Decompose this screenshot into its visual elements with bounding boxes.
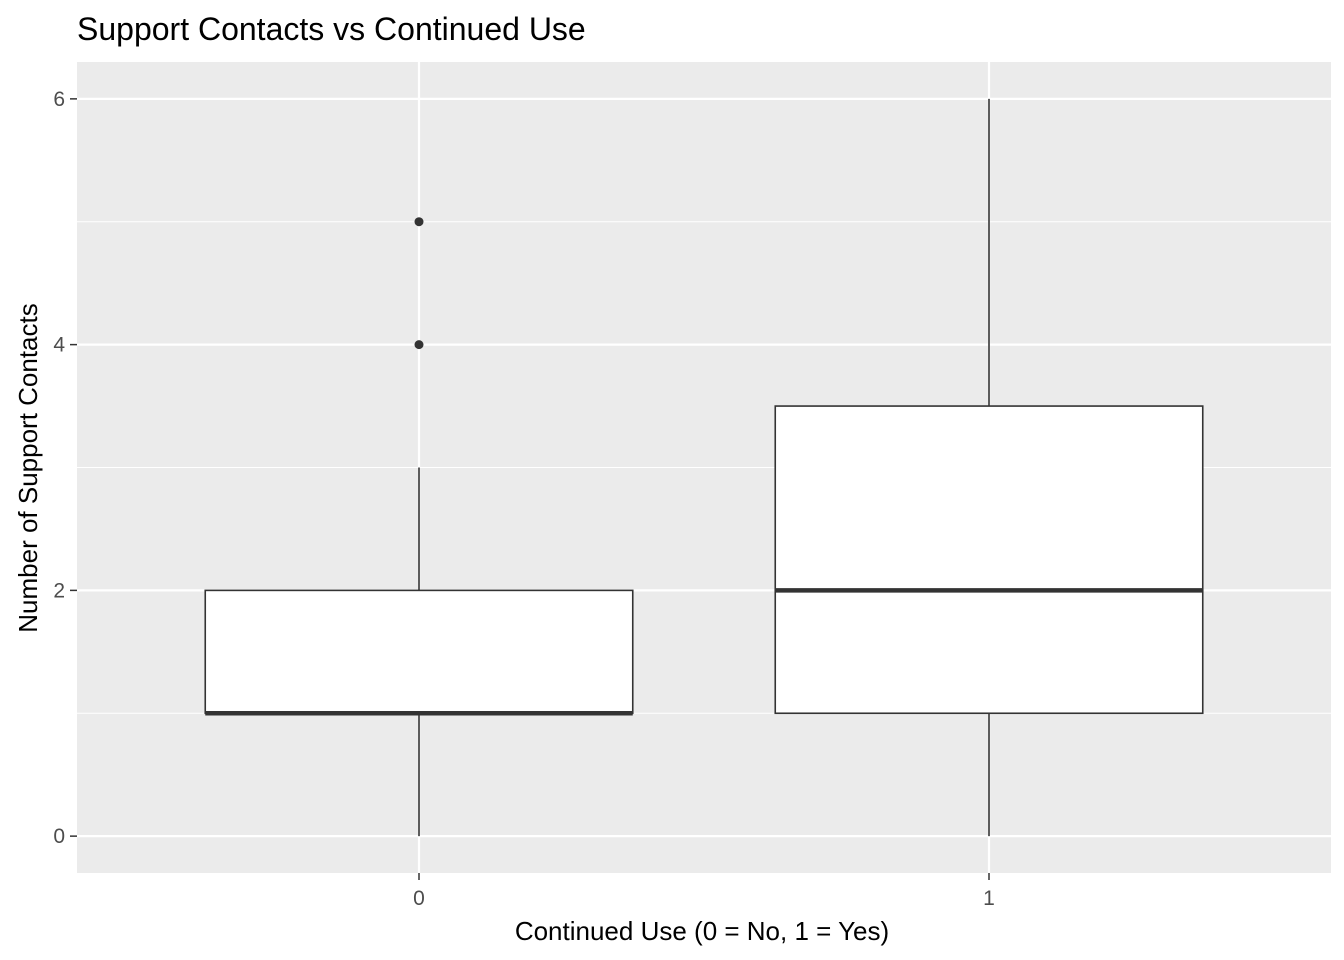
iqr-box	[774, 405, 1204, 715]
boxplot-1	[774, 98, 1204, 837]
y-tick-label: 4	[53, 334, 65, 357]
y-tick-label: 6	[53, 88, 65, 111]
x-tick-label: 1	[983, 887, 995, 910]
boxplot-0	[204, 217, 634, 837]
outlier-point	[414, 340, 424, 350]
y-tick-label: 2	[53, 579, 65, 602]
y-axis-title: Number of Support Contacts	[13, 303, 43, 633]
x-axis-title: Continued Use (0 = No, 1 = Yes)	[515, 916, 889, 946]
boxplots	[204, 98, 1204, 837]
x-tick-label: 0	[413, 887, 425, 910]
outlier-point	[414, 217, 424, 227]
y-tick-label: 0	[53, 825, 65, 848]
y-axis: 0 2 4 6	[53, 88, 77, 848]
iqr-box	[204, 589, 634, 715]
chart-title: Support Contacts vs Continued Use	[77, 11, 586, 47]
